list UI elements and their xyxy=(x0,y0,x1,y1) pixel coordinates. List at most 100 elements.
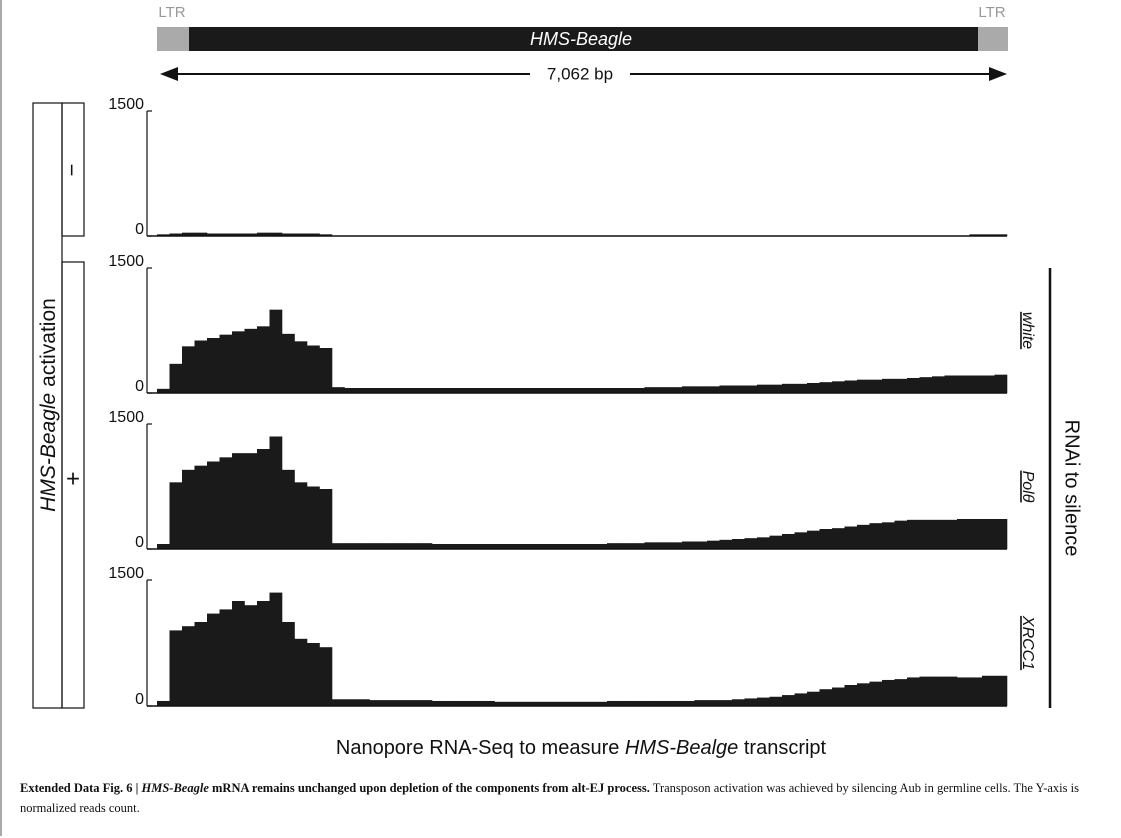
condition-box xyxy=(61,261,85,709)
bar xyxy=(469,388,483,393)
bar xyxy=(407,700,420,706)
bar xyxy=(407,543,420,549)
bar xyxy=(282,233,295,236)
bar xyxy=(319,348,333,393)
bar xyxy=(244,605,258,706)
rnai-label: RNAi to silence xyxy=(1061,420,1083,557)
bar xyxy=(207,613,220,706)
bar xyxy=(332,543,345,549)
bar xyxy=(357,543,370,549)
bar xyxy=(157,388,170,393)
bar xyxy=(369,543,383,549)
bar xyxy=(532,544,545,549)
bar xyxy=(919,519,933,549)
bar xyxy=(219,233,233,236)
bar xyxy=(682,700,695,706)
bar xyxy=(344,388,358,393)
bar xyxy=(844,526,858,549)
bar xyxy=(194,232,208,236)
bar xyxy=(419,388,433,393)
bar xyxy=(494,701,508,706)
bar xyxy=(219,609,233,706)
bar xyxy=(807,691,820,706)
bar xyxy=(894,679,908,706)
bar xyxy=(219,457,233,549)
bar xyxy=(282,333,295,393)
bar xyxy=(282,622,295,706)
bar xyxy=(619,388,633,393)
bar xyxy=(369,388,383,393)
bar xyxy=(307,233,320,236)
condition-label: HMS-Beagle activation xyxy=(37,298,60,512)
bar xyxy=(294,638,308,706)
bar xyxy=(169,363,183,393)
bar xyxy=(569,544,583,549)
bar xyxy=(157,544,170,549)
bar xyxy=(769,384,783,393)
bar xyxy=(457,388,470,393)
bar xyxy=(744,538,758,549)
bar xyxy=(619,543,633,549)
bar xyxy=(494,388,508,393)
bar xyxy=(907,677,920,706)
bar xyxy=(544,701,558,706)
bar xyxy=(769,696,783,706)
bar xyxy=(182,346,195,393)
bar xyxy=(344,699,358,706)
bar xyxy=(982,234,995,236)
bar xyxy=(982,675,995,706)
caption-title: mRNA remains unchanged upon depletion of… xyxy=(208,781,650,795)
bar xyxy=(657,387,670,393)
bar xyxy=(182,626,195,706)
ltr-label: LTR xyxy=(978,4,1005,21)
y-tick-label: 0 xyxy=(135,378,144,395)
bar xyxy=(169,630,183,706)
bar xyxy=(819,529,833,549)
bar xyxy=(644,387,658,393)
bar xyxy=(319,489,333,549)
bar xyxy=(994,675,1008,706)
bar xyxy=(669,387,683,393)
bar xyxy=(432,700,445,706)
bar xyxy=(844,380,858,393)
bar xyxy=(982,519,995,549)
bar xyxy=(832,381,845,393)
bar xyxy=(944,676,958,706)
bar xyxy=(594,701,608,706)
bar xyxy=(744,698,758,706)
y-tick-label: 0 xyxy=(135,534,144,551)
bar xyxy=(932,676,945,706)
bar xyxy=(994,234,1008,236)
bar xyxy=(419,700,433,706)
bar xyxy=(557,701,570,706)
bar xyxy=(557,388,570,393)
bar xyxy=(207,233,220,236)
bar xyxy=(957,519,970,549)
bar xyxy=(519,388,533,393)
bar xyxy=(482,544,495,549)
bar xyxy=(344,543,358,549)
bar xyxy=(969,677,983,706)
bar xyxy=(982,375,995,393)
bar xyxy=(919,377,933,393)
bar xyxy=(707,540,720,549)
bar xyxy=(269,309,283,393)
bar xyxy=(194,465,208,549)
bar xyxy=(357,699,370,706)
bar xyxy=(794,693,808,706)
bar xyxy=(682,541,695,549)
bar xyxy=(957,375,970,393)
bar xyxy=(657,542,670,549)
bar xyxy=(794,532,808,549)
bar xyxy=(469,544,483,549)
bar xyxy=(332,387,345,393)
bar xyxy=(169,482,183,549)
bar xyxy=(232,453,245,549)
bar xyxy=(632,700,645,706)
bar xyxy=(407,388,420,393)
bar xyxy=(819,382,833,393)
bar xyxy=(607,700,620,706)
bar xyxy=(869,681,883,706)
bar xyxy=(182,469,195,549)
y-tick-label: 0 xyxy=(135,691,144,708)
